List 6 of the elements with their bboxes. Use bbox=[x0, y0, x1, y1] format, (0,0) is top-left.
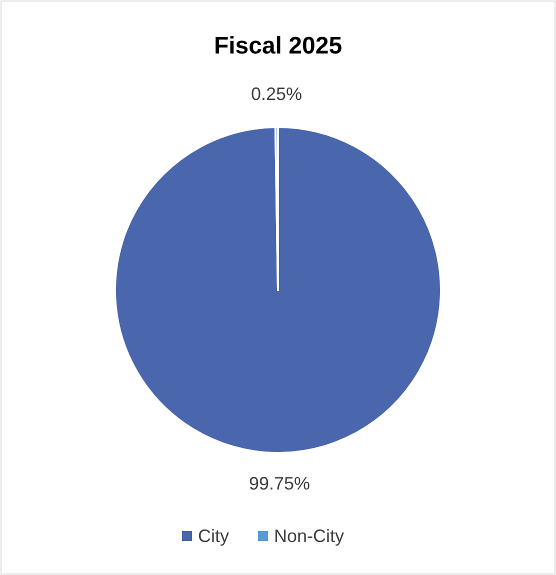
legend-label: Non-City bbox=[274, 526, 344, 546]
data-label: 0.25% bbox=[250, 84, 302, 104]
legend-label: City bbox=[198, 526, 229, 546]
chart-title: Fiscal 2025 bbox=[214, 32, 342, 60]
data-label: 99.75% bbox=[249, 474, 310, 494]
pie-slice bbox=[114, 126, 442, 454]
